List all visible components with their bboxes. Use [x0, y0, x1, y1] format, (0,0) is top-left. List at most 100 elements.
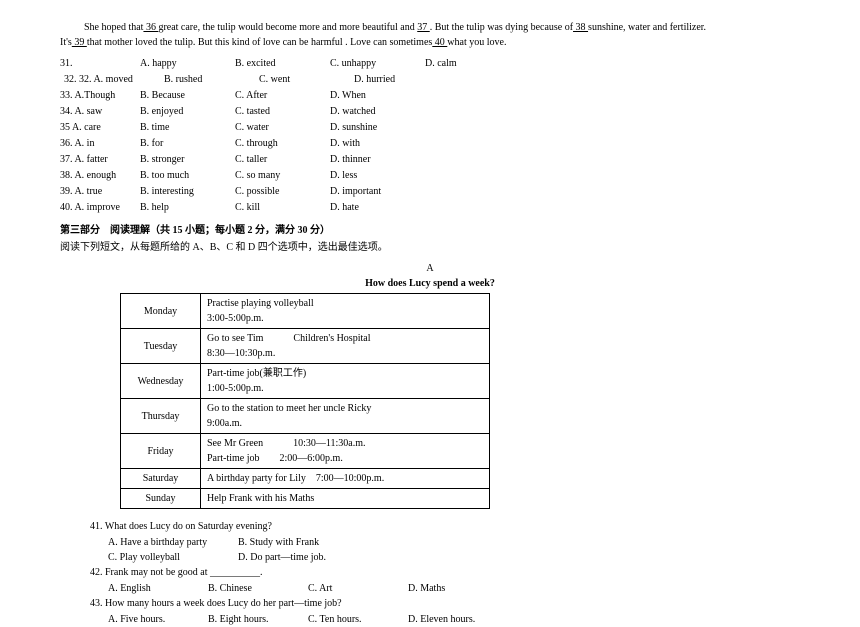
activity-cell: Go to see Tim Children's Hospital8:30—10…: [201, 329, 490, 364]
day-cell: Monday: [121, 294, 201, 329]
day-cell: Wednesday: [121, 364, 201, 399]
choice-row: 38. A. enoughB. too muchC. so manyD. les…: [60, 168, 800, 183]
choice-c: C. went: [259, 72, 349, 87]
q43-opt-a: A. Five hours.: [108, 612, 208, 627]
table-row: MondayPractise playing volleyball3:00-5:…: [121, 294, 490, 329]
choice-d: D. hurried: [354, 72, 449, 87]
activity-cell: Help Frank with his Maths: [201, 489, 490, 509]
choice-c: C. After: [235, 88, 330, 103]
section-title: 第三部分 阅读理解（共 15 小题；每小题 2 分，满分 30 分）: [60, 223, 800, 238]
choice-num: 34. A. saw: [60, 104, 140, 119]
choice-d: D. sunshine: [330, 120, 425, 135]
choice-b: B. help: [140, 200, 235, 215]
choice-d: D. thinner: [330, 152, 425, 167]
choice-c: C. water: [235, 120, 330, 135]
q41-opt-a: A. Have a birthday party: [108, 535, 208, 550]
choice-d: D. When: [330, 88, 425, 103]
choice-d: D. hate: [330, 200, 425, 215]
choice-c: C. taller: [235, 152, 330, 167]
intro-text: . But the tulip was dying because of: [430, 22, 573, 33]
intro-text: great care, the tulip would become more …: [158, 22, 417, 33]
choice-num: 35 A. care: [60, 120, 140, 135]
q41-opt-b: B. Study with Frank: [238, 535, 338, 550]
q43-stem: 43. How many hours a week does Lucy do h…: [90, 596, 800, 611]
choice-b: B. time: [140, 120, 235, 135]
activity-cell: See Mr Green 10:30—11:30a.m.Part-time jo…: [201, 434, 490, 469]
choice-num: 32. 32. A. moved: [64, 72, 164, 87]
intro-text: She hoped that: [84, 22, 143, 33]
table-row: WednesdayPart-time job(兼职工作)1:00-5:00p.m…: [121, 364, 490, 399]
day-cell: Sunday: [121, 489, 201, 509]
day-cell: Thursday: [121, 399, 201, 434]
table-row: SundayHelp Frank with his Maths: [121, 489, 490, 509]
intro-text: that mother loved the tulip. But this ki…: [87, 37, 432, 48]
q42-opt-d: D. Maths: [408, 581, 508, 596]
day-cell: Saturday: [121, 469, 201, 489]
section-subtitle: 阅读下列短文，从每题所给的 A、B、C 和 D 四个选项中，选出最佳选项。: [60, 240, 800, 255]
choice-num: 37. A. fatter: [60, 152, 140, 167]
choice-d: D. less: [330, 168, 425, 183]
choice-c: C. through: [235, 136, 330, 151]
questions-block: 41. What does Lucy do on Saturday evenin…: [90, 519, 800, 627]
q41-opt-c: C. Play volleyball: [108, 550, 208, 565]
q42-opt-c: C. Art: [308, 581, 408, 596]
choice-row: 32. 32. A. movedB. rushed C. went D. hurri…: [60, 72, 800, 87]
blank-39: 39: [72, 37, 87, 48]
choice-b: B. Because: [140, 88, 235, 103]
q41-stem: 41. What does Lucy do on Saturday evenin…: [90, 519, 800, 534]
lucy-schedule-table: MondayPractise playing volleyball3:00-5:…: [120, 293, 490, 509]
choice-c: C. kill: [235, 200, 330, 215]
choice-b: B. rushed: [164, 72, 239, 87]
choice-row: 33. A.ThoughB. BecauseC. AfterD. When: [60, 88, 800, 103]
choice-num: 38. A. enough: [60, 168, 140, 183]
day-cell: Tuesday: [121, 329, 201, 364]
choice-num: 31.: [60, 56, 140, 71]
choice-num: 40. A. improve: [60, 200, 140, 215]
choice-num: 36. A. in: [60, 136, 140, 151]
day-cell: Friday: [121, 434, 201, 469]
table-row: ThursdayGo to the station to meet her un…: [121, 399, 490, 434]
choice-d: D. important: [330, 184, 425, 199]
choice-c: C. tasted: [235, 104, 330, 119]
q43-opt-c: C. Ten hours.: [308, 612, 408, 627]
activity-cell: A birthday party for Lily 7:00—10:00p.m.: [201, 469, 490, 489]
choice-row: 37. A. fatterB. strongerC. tallerD. thin…: [60, 152, 800, 167]
choice-row: 35 A. careB. timeC. waterD. sunshine: [60, 120, 800, 135]
choice-row: 39. A. trueB. interestingC. possibleD. i…: [60, 184, 800, 199]
q42-opt-b: B. Chinese: [208, 581, 308, 596]
choice-row: 34. A. sawB. enjoyedC. tastedD. watched: [60, 104, 800, 119]
choice-a: A. happy: [140, 56, 235, 71]
choice-b: B. too much: [140, 168, 235, 183]
choice-row: 31.A. happyB. excitedC. unhappyD. calm: [60, 56, 800, 71]
activity-cell: Go to the station to meet her uncle Rick…: [201, 399, 490, 434]
choice-num: 33. A.Though: [60, 88, 140, 103]
choice-b: B. excited: [235, 56, 330, 71]
choice-c: C. possible: [235, 184, 330, 199]
q43-opt-d: D. Eleven hours.: [408, 612, 508, 627]
q41-opt-d: D. Do part—time job.: [238, 550, 338, 565]
choice-c: C. so many: [235, 168, 330, 183]
blank-38: 38: [573, 22, 588, 33]
blank-36: 36: [143, 22, 158, 33]
intro-text: what you love.: [447, 37, 506, 48]
activity-cell: Part-time job(兼职工作)1:00-5:00p.m.: [201, 364, 490, 399]
cloze-passage: She hoped that 36 great care, the tulip …: [60, 20, 800, 50]
q42-opt-a: A. English: [108, 581, 208, 596]
choice-row: 40. A. improveB. helpC. killD. hate: [60, 200, 800, 215]
choice-d: D. with: [330, 136, 425, 151]
blank-37: 37: [417, 22, 430, 33]
choice-c: C. unhappy: [330, 56, 425, 71]
table-title: How does Lucy spend a week?: [60, 276, 800, 291]
choice-b: B. stronger: [140, 152, 235, 167]
table-row: FridaySee Mr Green 10:30—11:30a.m.Part-t…: [121, 434, 490, 469]
q43-opt-b: B. Eight hours.: [208, 612, 308, 627]
activity-cell: Practise playing volleyball3:00-5:00p.m.: [201, 294, 490, 329]
choice-b: B. for: [140, 136, 235, 151]
passage-label: A: [60, 261, 800, 276]
table-row: TuesdayGo to see Tim Children's Hospital…: [121, 329, 490, 364]
intro-text: sunshine, water and fertilizer.: [588, 22, 706, 33]
intro-text: It's: [60, 37, 72, 48]
choice-b: B. interesting: [140, 184, 235, 199]
choice-d: D. watched: [330, 104, 425, 119]
choice-d: D. calm: [425, 56, 520, 71]
